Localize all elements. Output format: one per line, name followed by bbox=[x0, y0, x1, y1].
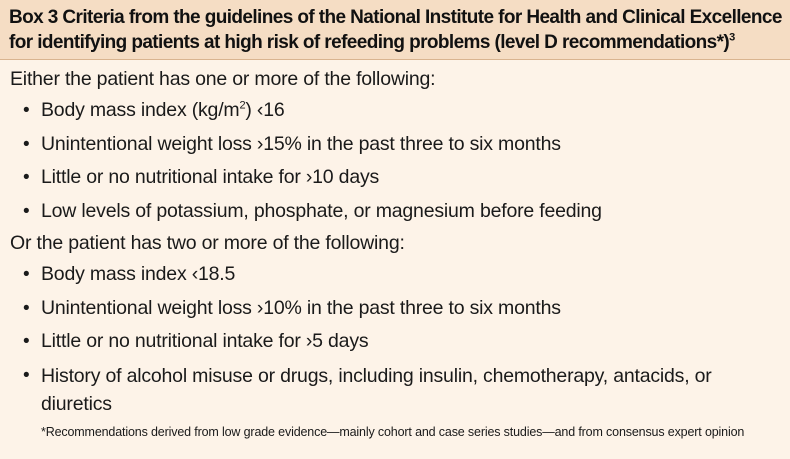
section1-intro: Either the patient has one or more of th… bbox=[10, 68, 436, 90]
bmi-text-prefix: Body mass index (kg/m bbox=[41, 99, 240, 121]
list-item: • Unintentional weight loss ›15% in the … bbox=[10, 128, 780, 162]
bullet-icon: • bbox=[23, 200, 30, 222]
bullet-icon: • bbox=[23, 331, 30, 352]
section2-list: • Body mass index ‹18.5 • Unintentional … bbox=[10, 258, 780, 420]
bullet-icon: • bbox=[23, 133, 30, 155]
bullet-icon: • bbox=[23, 167, 30, 188]
box-content: Either the patient has one or more of th… bbox=[0, 60, 790, 441]
bullet-icon: • bbox=[23, 100, 30, 121]
list-item-text: Body mass index ‹18.5 bbox=[41, 263, 236, 285]
list-item: • Body mass index (kg/m2) ‹16 bbox=[10, 94, 780, 128]
bullet-icon: • bbox=[23, 364, 30, 386]
bullet-icon: • bbox=[23, 264, 30, 285]
bullet-icon: • bbox=[23, 297, 30, 319]
list-item: • Little or no nutritional intake for ›1… bbox=[10, 161, 780, 195]
box-title-line2: for identifying patients at high risk of… bbox=[9, 32, 730, 53]
list-item: • Little or no nutritional intake for ›5… bbox=[10, 325, 780, 359]
list-item-text: Unintentional weight loss ›15% in the pa… bbox=[41, 132, 561, 155]
list-item-text: Low levels of potassium, phosphate, or m… bbox=[41, 199, 602, 222]
box-title-line1: Box 3 Criteria from the guidelines of th… bbox=[9, 7, 782, 28]
bmi-superscript: 2 bbox=[239, 99, 246, 112]
list-item: • Unintentional weight loss ›10% in the … bbox=[10, 292, 780, 326]
section1-list: • Body mass index (kg/m2) ‹16 • Unintent… bbox=[10, 94, 780, 228]
bmi-text-suffix: ) ‹16 bbox=[245, 99, 285, 121]
list-item: • Body mass index ‹18.5 bbox=[10, 258, 780, 292]
list-item-text: Unintentional weight loss ›10% in the pa… bbox=[41, 296, 561, 319]
list-item-text: Little or no nutritional intake for ›10 … bbox=[41, 166, 380, 188]
section2-intro: Or the patient has two or more of the fo… bbox=[10, 232, 405, 254]
box-title-reference: 3 bbox=[729, 31, 735, 44]
box-title-bar: Box 3 Criteria from the guidelines of th… bbox=[0, 0, 790, 60]
footnote: *Recommendations derived from low grade … bbox=[41, 424, 745, 439]
box-title: Box 3 Criteria from the guidelines of th… bbox=[9, 5, 782, 55]
list-item-text: Little or no nutritional intake for ›5 d… bbox=[41, 330, 369, 352]
list-item: • Low levels of potassium, phosphate, or… bbox=[10, 195, 780, 229]
list-item: • History of alcohol misuse or drugs, in… bbox=[10, 359, 780, 420]
list-item-text: History of alcohol misuse or drugs, incl… bbox=[41, 364, 712, 415]
